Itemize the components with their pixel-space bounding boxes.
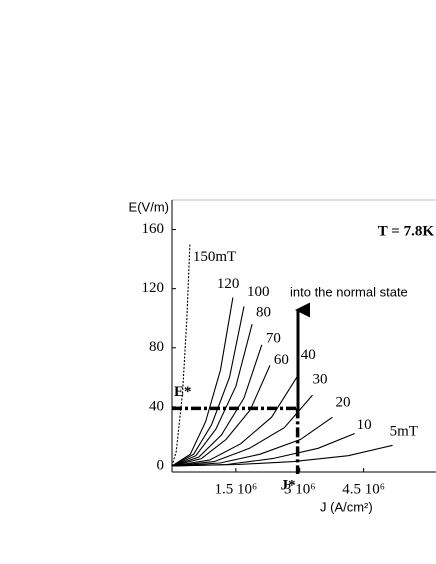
y-tick-label: 40 [149,398,164,414]
series-line [171,323,253,467]
series-line [171,416,333,467]
annotation: into the normal state [290,284,408,299]
x-tick-label: 1.5 10⁶ [215,481,258,497]
series-label: 120 [217,276,240,292]
x-axis-label: J (A/cm²) [320,499,373,514]
y-tick-label: 160 [142,221,165,237]
series-label: 30 [313,372,328,388]
chart-title: T = 7.8K [378,223,435,239]
series-label: 20 [336,395,351,411]
y-tick-label: 80 [149,339,164,355]
marker-y-label: E* [174,384,192,400]
series-line [171,244,191,467]
y-tick-label: 120 [142,280,165,296]
series-line [171,297,234,467]
series-line [171,365,271,467]
series-line [171,444,393,467]
series-label: 70 [266,330,281,346]
series-label: 80 [256,305,271,321]
series-label: 100 [247,284,270,300]
series-line [171,344,263,467]
x-tick-label: 3 10⁶ [284,481,315,497]
series-label: 150mT [193,249,236,265]
series-label: 40 [301,347,316,363]
y-axis-label: E(V/m) [129,199,169,214]
series-line [171,306,245,467]
series-label: 5mT [390,424,418,440]
y-tick-label: 0 [157,457,165,473]
series-label: 10 [357,417,372,433]
marker-x-label: J* [281,477,296,493]
series-line [171,377,298,467]
series-line [171,432,355,467]
x-tick-label: 4.5 10⁶ [342,481,385,497]
series-label: 60 [274,352,289,368]
series-line [171,394,313,467]
